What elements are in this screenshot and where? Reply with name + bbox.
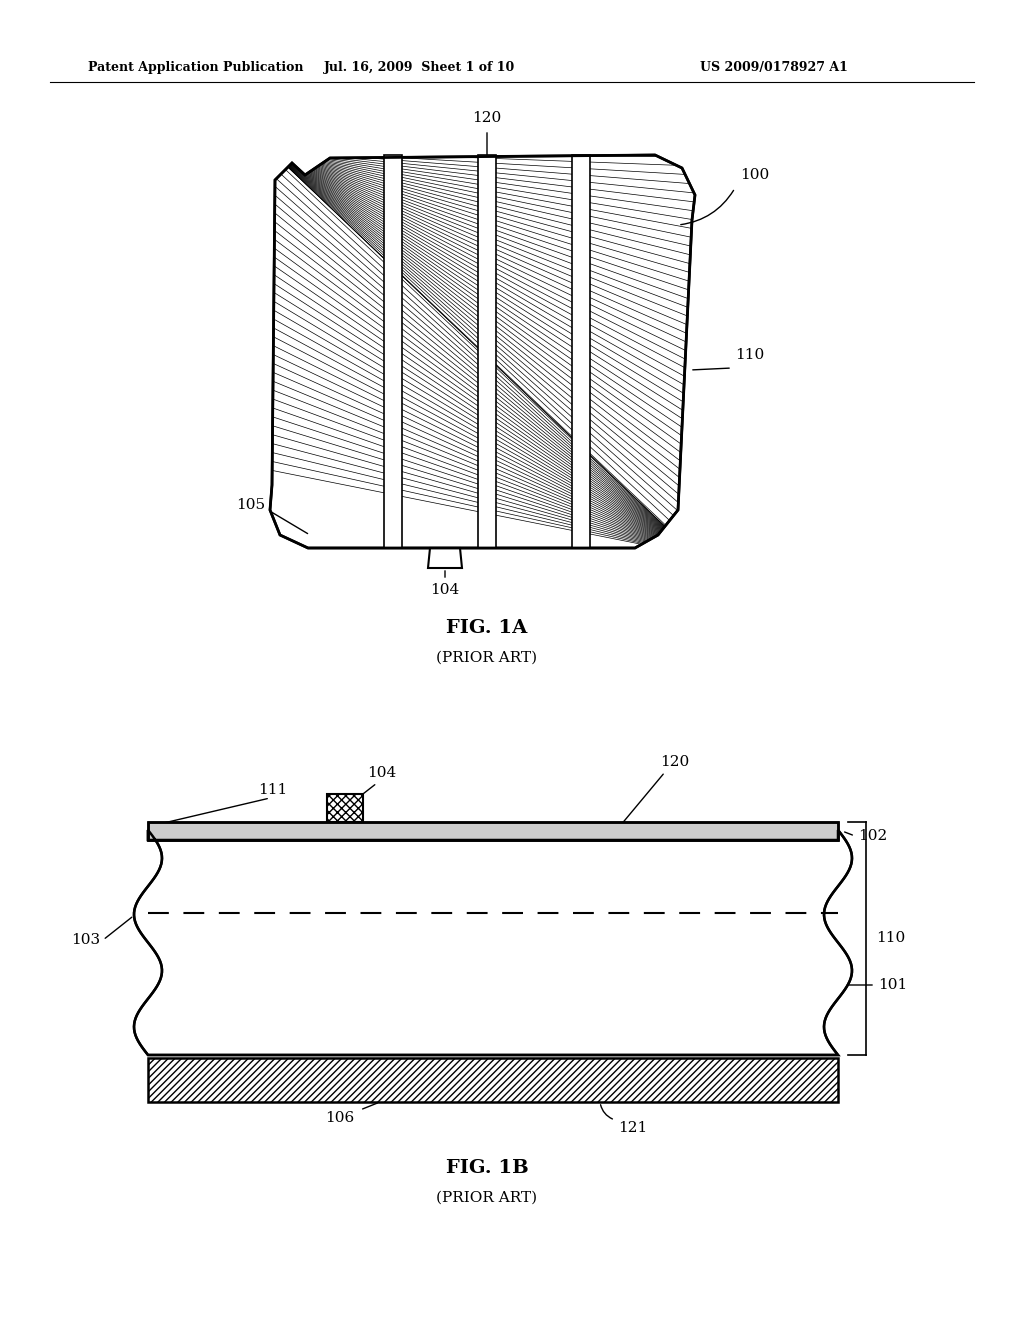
Text: (PRIOR ART): (PRIOR ART)	[436, 651, 538, 665]
Text: 105: 105	[236, 498, 265, 512]
Text: 106: 106	[326, 1111, 354, 1125]
Text: 101: 101	[878, 978, 907, 993]
Text: Jul. 16, 2009  Sheet 1 of 10: Jul. 16, 2009 Sheet 1 of 10	[325, 62, 516, 74]
Text: (PRIOR ART): (PRIOR ART)	[436, 1191, 538, 1205]
Polygon shape	[478, 154, 496, 548]
Text: 103: 103	[71, 933, 100, 946]
Text: FIG. 1A: FIG. 1A	[446, 619, 527, 638]
Polygon shape	[384, 154, 402, 548]
Text: 104: 104	[367, 766, 396, 780]
Text: 120: 120	[472, 111, 502, 125]
Polygon shape	[572, 154, 590, 548]
Text: 110: 110	[735, 348, 764, 362]
Text: 111: 111	[258, 783, 288, 797]
Polygon shape	[270, 154, 695, 548]
Polygon shape	[134, 830, 852, 1055]
Text: 120: 120	[660, 755, 689, 770]
Text: 121: 121	[618, 1121, 647, 1135]
Text: 102: 102	[858, 829, 887, 843]
Text: 110: 110	[876, 931, 905, 945]
Text: US 2009/0178927 A1: US 2009/0178927 A1	[700, 62, 848, 74]
Polygon shape	[148, 822, 838, 840]
Text: FIG. 1B: FIG. 1B	[445, 1159, 528, 1177]
Polygon shape	[428, 548, 462, 568]
Text: Patent Application Publication: Patent Application Publication	[88, 62, 303, 74]
Polygon shape	[327, 795, 362, 822]
Text: 104: 104	[430, 583, 460, 597]
Polygon shape	[148, 1059, 838, 1102]
Text: 100: 100	[740, 168, 769, 182]
